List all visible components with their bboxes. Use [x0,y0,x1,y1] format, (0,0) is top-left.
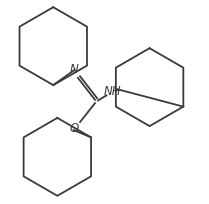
Text: NH: NH [104,84,121,97]
Text: O: O [69,121,78,134]
Text: N: N [69,63,78,76]
